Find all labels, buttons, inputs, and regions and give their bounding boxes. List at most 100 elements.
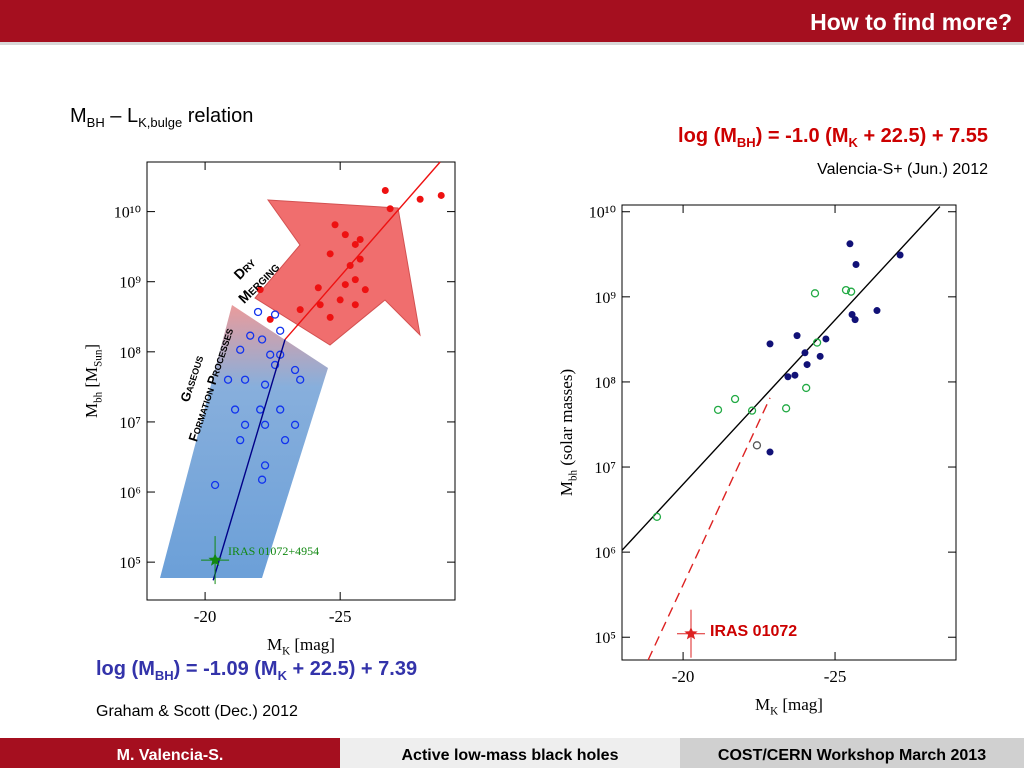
y-tick-label: 10¹⁰ — [114, 205, 141, 222]
filled-marker — [873, 307, 881, 315]
star-marker — [208, 553, 222, 566]
filled-marker — [803, 361, 811, 369]
footer-left-bg — [0, 738, 340, 768]
open-marker — [210, 480, 220, 490]
open-marker — [652, 512, 662, 521]
header-title: How to find more? — [810, 9, 1012, 35]
x-tick-label: -25 — [824, 667, 847, 686]
open-marker — [781, 404, 791, 413]
filled-marker — [326, 250, 334, 258]
y-tick-label: 10⁶ — [119, 485, 141, 502]
text-part: ) = -1.0 (M — [756, 125, 849, 147]
filled-marker — [256, 286, 264, 294]
filled-marker — [336, 296, 344, 304]
merging-arrow — [254, 199, 421, 346]
open-marker — [747, 406, 757, 415]
open-marker — [260, 420, 270, 429]
open-marker — [236, 345, 245, 354]
open-marker — [246, 331, 255, 340]
filled-marker — [437, 191, 445, 199]
subscript: Sun — [92, 349, 104, 367]
open-marker — [810, 289, 820, 298]
filled-marker — [852, 260, 860, 268]
open-marker — [257, 475, 267, 484]
text-part: M — [82, 403, 101, 418]
open-marker — [730, 394, 740, 404]
filled-marker — [266, 315, 274, 323]
filled-marker — [316, 301, 324, 309]
filled-marker — [341, 281, 349, 289]
text-part: M — [755, 695, 770, 714]
y-tick-label: 10⁷ — [119, 415, 141, 432]
x-tick-label: -20 — [194, 607, 217, 626]
open-marker — [253, 307, 263, 317]
open-marker — [236, 435, 245, 445]
filled-marker — [784, 373, 792, 381]
open-marker — [223, 375, 233, 384]
left-title: MBH – LK,bulge relation — [70, 105, 253, 130]
filled-marker — [351, 276, 359, 284]
x-axis-label: MK [mag] — [267, 635, 335, 657]
text-part: ] — [82, 344, 101, 350]
x-tick-label: -20 — [672, 667, 695, 686]
left-citation: Graham & Scott (Dec.) 2012 — [96, 703, 298, 720]
text-part: [mag] — [290, 635, 335, 654]
text-part: [mag] — [778, 695, 823, 714]
subscript: K — [849, 135, 859, 150]
subscript: bh — [92, 391, 104, 403]
y-tick-label: 10⁶ — [594, 545, 616, 562]
text-part: + 22.5) + 7.39 — [287, 658, 417, 680]
x-axis-label: MK [mag] — [755, 695, 823, 717]
text-part: + 22.5) + 7.55 — [858, 125, 988, 147]
subscript: K — [282, 645, 290, 657]
right-formula: log (MBH) = -1.0 (MK + 22.5) + 7.55 — [678, 125, 988, 150]
filled-marker — [326, 313, 334, 321]
filled-marker — [314, 284, 322, 292]
open-marker — [260, 380, 270, 389]
filled-marker — [296, 306, 304, 314]
filled-marker — [801, 349, 809, 357]
y-axis-label: Mbh [MSun] — [82, 344, 104, 418]
open-marker — [276, 326, 285, 335]
open-marker — [847, 287, 856, 296]
open-marker — [230, 405, 240, 414]
filled-marker — [361, 286, 369, 294]
y-tick-label: 10⁵ — [119, 555, 141, 572]
subscript: K,bulge — [138, 115, 182, 130]
filled-marker — [351, 240, 359, 248]
y-axis-label: Mbh (solar masses) — [557, 369, 579, 496]
open-marker — [260, 461, 270, 470]
footer-right-bg — [680, 738, 1024, 768]
open-marker — [240, 420, 250, 429]
iras-label: IRAS 01072+4954 — [228, 544, 319, 558]
open-marker — [713, 405, 723, 414]
y-tick-label: 10⁹ — [119, 275, 141, 292]
subscript: K — [770, 705, 778, 717]
y-tick-label: 10⁵ — [594, 630, 616, 647]
open-marker — [290, 365, 300, 375]
subscript: BH — [87, 115, 105, 130]
text-part: – L — [105, 105, 138, 127]
star-marker — [684, 626, 698, 640]
filled-marker — [381, 187, 389, 195]
right-citation: Valencia-S+ (Jun.) 2012 — [817, 161, 988, 178]
filled-marker — [846, 240, 854, 248]
filled-marker — [822, 335, 830, 343]
filled-marker — [356, 255, 364, 263]
fit-line — [647, 397, 771, 661]
left-formula: log (MBH) = -1.09 (MK + 22.5) + 7.39 — [96, 658, 417, 683]
open-marker — [280, 435, 290, 445]
filled-marker — [351, 301, 359, 309]
header-shadow — [0, 42, 1024, 45]
text-part: [M — [82, 367, 101, 392]
text-part: (solar masses) — [557, 369, 576, 470]
header-bar — [0, 0, 1024, 42]
filled-marker — [848, 311, 856, 319]
filled-marker — [766, 340, 774, 348]
footer-topic: Active low-mass black holes — [402, 747, 619, 764]
y-tick-label: 10⁹ — [594, 290, 616, 307]
y-tick-label: 10⁸ — [119, 345, 141, 362]
fit-line — [621, 206, 941, 551]
y-tick-label: 10⁸ — [594, 375, 616, 392]
